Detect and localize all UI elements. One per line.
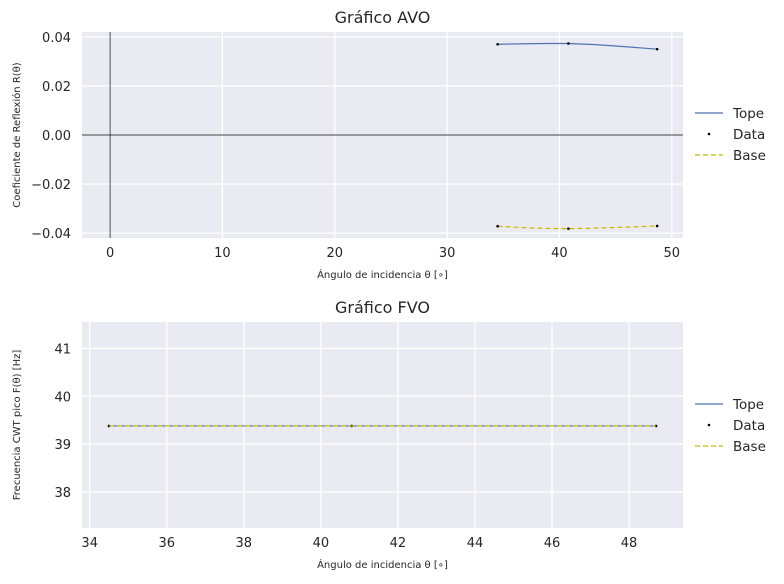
x-tick-label: 50: [663, 246, 680, 261]
y-tick-label: −0.02: [31, 178, 71, 193]
legend-data-swatch: [707, 132, 711, 136]
x-tick-label: 38: [236, 536, 253, 551]
series-base-line: [497, 225, 658, 230]
data-point: [655, 47, 659, 51]
fvo-tick-labels: 34 36 38 40 42 44 46 48 38 39 40 41: [54, 342, 637, 551]
legend-base-label: Base: [733, 439, 766, 455]
avo-ylabel: Coeficiente de Reflexión R(θ): [11, 62, 23, 207]
avo-chart: 0 10 20 30 40 50 −0.04 −0.02 0.00 0.02 0.04 Gráfic…: [11, 8, 766, 281]
data-point: [496, 224, 499, 228]
x-tick-label: 48: [621, 536, 638, 551]
x-tick-label: 20: [326, 246, 343, 261]
avo-xlabel: Ángulo de incidencia θ [∘]: [317, 268, 448, 281]
avo-title: Gráfico AVO: [335, 8, 431, 27]
fvo-series: [107, 424, 658, 428]
y-tick-label: 0.04: [42, 31, 71, 46]
x-tick-label: 0: [106, 246, 114, 261]
data-point: [655, 224, 659, 228]
fvo-ylabel: Frecuencia CWT pico F(θ) [Hz]: [12, 350, 23, 501]
legend-base-label: Base: [733, 148, 766, 164]
y-tick-label: 41: [54, 342, 71, 357]
legend-tope-label: Tope: [732, 397, 764, 413]
y-tick-label: −0.04: [31, 227, 71, 242]
data-point: [567, 42, 570, 45]
avo-legend: Tope Data Base: [695, 106, 766, 164]
y-tick-label: 40: [54, 390, 71, 405]
data-point: [107, 424, 111, 428]
legend-data-swatch: [707, 423, 711, 427]
x-tick-label: 46: [544, 536, 561, 551]
x-tick-label: 40: [313, 536, 330, 551]
x-tick-label: 42: [390, 536, 407, 551]
avo-series: [496, 42, 659, 230]
fvo-xlabel: Ángulo de incidencia θ [∘]: [317, 558, 448, 571]
data-point: [567, 227, 570, 230]
fvo-plot-area: [82, 322, 683, 528]
fvo-title: Gráfico FVO: [335, 298, 430, 317]
y-tick-label: 0.00: [42, 129, 71, 144]
avo-tick-labels: 0 10 20 30 40 50 −0.04 −0.02 0.00 0.02 0.04: [31, 31, 680, 261]
x-tick-label: 40: [551, 246, 568, 261]
x-tick-label: 10: [214, 246, 231, 261]
fvo-chart: 34 36 38 40 42 44 46 48 38 39 40 41 Gráfico FVO Áng…: [12, 298, 766, 571]
legend-data-label: Data: [733, 127, 765, 143]
x-tick-label: 34: [81, 536, 98, 551]
data-point: [496, 42, 499, 46]
x-tick-label: 36: [158, 536, 175, 551]
y-tick-label: 38: [54, 486, 71, 501]
avo-reference-lines: [82, 32, 683, 238]
y-tick-label: 0.02: [42, 80, 71, 95]
series-tope-line: [497, 42, 658, 50]
fvo-legend: Tope Data Base: [695, 397, 766, 455]
legend-tope-label: Tope: [732, 106, 764, 122]
y-tick-label: 39: [54, 438, 71, 453]
x-tick-label: 44: [467, 536, 484, 551]
x-tick-label: 30: [439, 246, 456, 261]
fvo-grid: [82, 322, 683, 528]
legend-data-label: Data: [733, 418, 765, 434]
